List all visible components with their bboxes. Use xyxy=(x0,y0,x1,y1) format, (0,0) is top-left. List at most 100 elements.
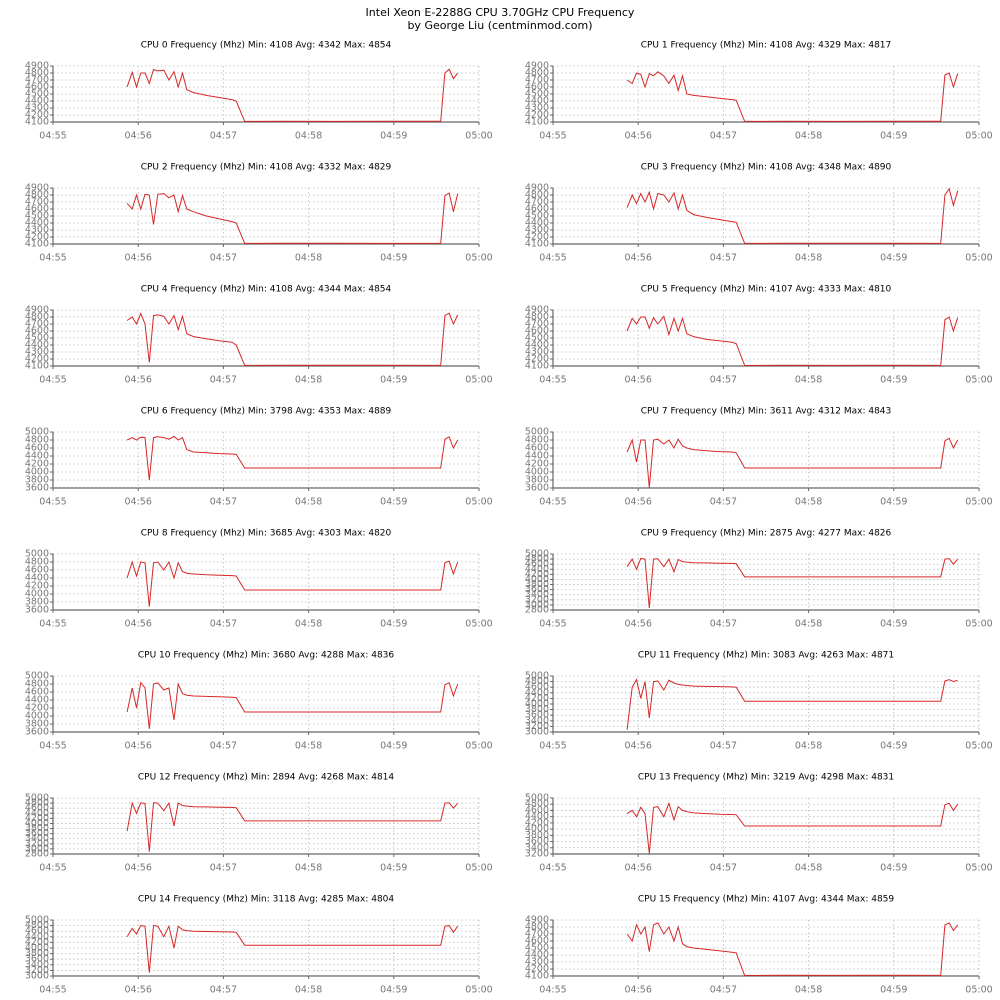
y-tick-label: 4600 xyxy=(25,926,49,937)
x-tick-label: 04:55 xyxy=(539,131,566,142)
x-tick-label: 05:00 xyxy=(965,741,992,752)
y-tick-label: 4900 xyxy=(525,183,549,194)
y-tick-label: 5000 xyxy=(525,793,549,804)
y-tick-label: 4800 xyxy=(525,799,549,810)
y-tick-label: 4000 xyxy=(525,699,549,710)
x-tick-label: 04:55 xyxy=(39,253,66,264)
y-tick-label: 4400 xyxy=(25,695,49,706)
y-tick-label: 4300 xyxy=(525,347,549,358)
y-tick-label: 3800 xyxy=(525,579,549,590)
y-tick-label: 4700 xyxy=(525,929,549,940)
x-tick-label: 04:59 xyxy=(380,741,407,752)
chart-title: Intel Xeon E-2288G CPU 3.70GHz CPU Frequ… xyxy=(366,6,635,19)
y-tick-label: 3800 xyxy=(25,597,49,608)
x-tick-label: 05:00 xyxy=(965,131,992,142)
y-tick-label: 4100 xyxy=(25,117,49,128)
y-tick-label: 4400 xyxy=(25,808,49,819)
x-tick-label: 04:55 xyxy=(39,497,66,508)
y-tick-label: 4400 xyxy=(25,96,49,107)
y-tick-label: 4000 xyxy=(25,943,49,954)
y-tick-label: 3600 xyxy=(25,828,49,839)
y-tick-label: 3800 xyxy=(525,704,549,715)
y-tick-label: 4000 xyxy=(25,467,49,478)
line-series xyxy=(126,924,459,973)
y-tick-label: 4800 xyxy=(25,435,49,446)
x-tick-label: 04:56 xyxy=(625,985,652,996)
y-tick-label: 4400 xyxy=(25,931,49,942)
y-tick-label: 5000 xyxy=(25,915,49,926)
x-tick-label: 04:57 xyxy=(710,619,737,630)
x-tick-label: 04:59 xyxy=(380,131,407,142)
y-tick-label: 3400 xyxy=(25,959,49,970)
x-tick-label: 04:59 xyxy=(880,253,907,264)
y-tick-label: 4400 xyxy=(525,340,549,351)
x-tick-label: 04:57 xyxy=(210,131,237,142)
y-tick-label: 4200 xyxy=(25,232,49,243)
x-tick-label: 04:59 xyxy=(880,741,907,752)
x-tick-label: 04:55 xyxy=(39,741,66,752)
line-series xyxy=(126,681,459,729)
y-tick-label: 4700 xyxy=(25,75,49,86)
x-tick-label: 04:56 xyxy=(625,375,652,386)
x-tick-label: 04:56 xyxy=(625,253,652,264)
y-tick-label: 3000 xyxy=(25,971,49,982)
y-tick-label: 4600 xyxy=(25,326,49,337)
y-tick-label: 3600 xyxy=(525,584,549,595)
y-tick-label: 4300 xyxy=(525,225,549,236)
line-series xyxy=(126,560,459,607)
x-tick-label: 05:00 xyxy=(965,497,992,508)
y-tick-label: 4700 xyxy=(525,75,549,86)
x-tick-label: 04:57 xyxy=(710,741,737,752)
y-tick-label: 4600 xyxy=(525,443,549,454)
x-tick-label: 04:55 xyxy=(39,131,66,142)
panel-title: CPU 6 Frequency (Mhz) Min: 3798 Avg: 435… xyxy=(141,407,392,417)
panel-title: CPU 10 Frequency (Mhz) Min: 3680 Avg: 42… xyxy=(138,651,395,661)
y-tick-label: 4400 xyxy=(25,340,49,351)
y-tick-label: 5000 xyxy=(25,793,49,804)
y-tick-label: 3600 xyxy=(25,727,49,738)
x-tick-label: 04:56 xyxy=(125,741,152,752)
y-tick-label: 4200 xyxy=(25,581,49,592)
x-tick-label: 04:58 xyxy=(795,497,822,508)
y-tick-label: 3800 xyxy=(525,830,549,841)
line-series xyxy=(626,71,959,122)
y-tick-label: 3600 xyxy=(525,483,549,494)
line-series xyxy=(126,801,459,852)
x-tick-label: 04:55 xyxy=(539,497,566,508)
panel-title: CPU 8 Frequency (Mhz) Min: 3685 Avg: 430… xyxy=(141,529,392,539)
x-tick-label: 04:57 xyxy=(710,253,737,264)
y-tick-label: 3200 xyxy=(25,965,49,976)
y-tick-label: 4800 xyxy=(525,312,549,323)
x-tick-label: 04:55 xyxy=(39,375,66,386)
y-tick-label: 4500 xyxy=(525,89,549,100)
y-tick-label: 4100 xyxy=(525,361,549,372)
y-tick-label: 3800 xyxy=(525,475,549,486)
y-tick-label: 3400 xyxy=(25,833,49,844)
panel-title: CPU 1 Frequency (Mhz) Min: 4108 Avg: 432… xyxy=(641,41,892,51)
y-tick-label: 5000 xyxy=(525,549,549,560)
y-tick-label: 4800 xyxy=(25,68,49,79)
line-series xyxy=(626,678,958,730)
y-tick-label: 4400 xyxy=(525,950,549,961)
y-tick-label: 4600 xyxy=(25,803,49,814)
panel-title: CPU 13 Frequency (Mhz) Min: 3219 Avg: 42… xyxy=(638,773,894,783)
y-tick-label: 5000 xyxy=(525,427,549,438)
y-tick-label: 3800 xyxy=(25,948,49,959)
x-tick-label: 04:58 xyxy=(795,131,822,142)
y-tick-label: 4400 xyxy=(25,573,49,584)
x-tick-label: 04:56 xyxy=(125,985,152,996)
x-tick-label: 04:57 xyxy=(210,863,237,874)
y-tick-label: 4600 xyxy=(525,559,549,570)
x-tick-label: 04:59 xyxy=(380,985,407,996)
x-tick-label: 05:00 xyxy=(465,741,492,752)
y-tick-label: 3600 xyxy=(25,954,49,965)
y-tick-label: 4400 xyxy=(525,811,549,822)
x-tick-label: 04:55 xyxy=(39,619,66,630)
panel-title: CPU 4 Frequency (Mhz) Min: 4108 Avg: 434… xyxy=(141,285,392,295)
x-tick-label: 04:59 xyxy=(880,619,907,630)
x-tick-label: 04:59 xyxy=(380,497,407,508)
y-tick-label: 3200 xyxy=(525,721,549,732)
y-tick-label: 4400 xyxy=(525,218,549,229)
panel-title: CPU 9 Frequency (Mhz) Min: 2875 Avg: 427… xyxy=(641,529,892,539)
